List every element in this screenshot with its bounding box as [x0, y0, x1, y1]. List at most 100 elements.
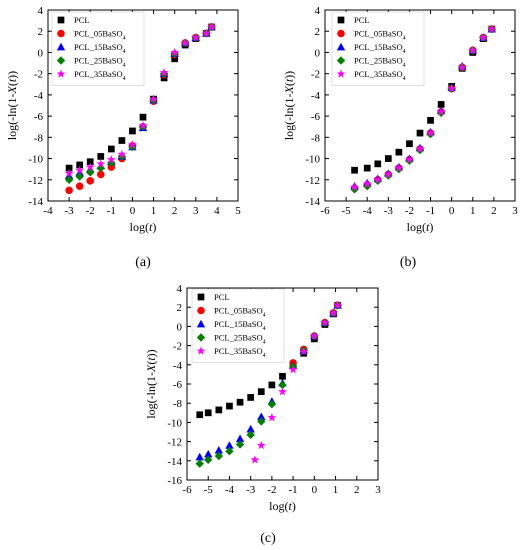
data-point — [267, 412, 277, 422]
data-point — [225, 447, 234, 456]
y-tick-label: -8 — [311, 132, 321, 144]
data-point — [75, 182, 84, 190]
y-tick-label: -10 — [167, 417, 182, 429]
data-point — [85, 162, 95, 171]
data-point — [299, 346, 309, 356]
legend-label: PCL — [354, 15, 370, 25]
data-point — [309, 331, 319, 340]
x-tick-label: -4 — [225, 484, 235, 496]
legend-label: PCL_05BaSO4 — [354, 29, 406, 42]
data-point — [195, 452, 204, 461]
legend-label: PCL — [214, 292, 230, 302]
legend-label: PCL_15BaSO4 — [74, 42, 126, 55]
x-tick-label: -2 — [86, 205, 95, 217]
x-tick-label: 0 — [449, 205, 455, 217]
x-tick-label: 0 — [130, 205, 136, 217]
data-point — [416, 129, 424, 137]
y-tick-label: 2 — [315, 26, 321, 38]
data-point — [329, 308, 338, 317]
data-point — [65, 186, 73, 195]
legend-marker — [197, 293, 205, 301]
legend-marker — [196, 333, 206, 342]
data-point — [235, 434, 245, 443]
y-tick-label: -10 — [305, 154, 320, 166]
legend-label: PCL_35BaSO4 — [214, 346, 266, 359]
x-tick-label: -3 — [384, 205, 394, 217]
legend: PCL PCL_05BaSO4PCL_15BaSO4PCL_25BaSO4PCL_… — [191, 288, 285, 363]
x-tick-label: -3 — [65, 205, 75, 217]
legend-label: PCL_25BaSO4 — [214, 333, 266, 346]
legend-marker — [57, 16, 65, 24]
data-point — [246, 424, 255, 433]
y-tick-label: 0 — [177, 321, 183, 333]
legend: PCL PCL_05BaSO4PCL_15BaSO4PCL_25BaSO4PCL_… — [331, 11, 425, 86]
data-point — [447, 83, 457, 93]
legend-marker — [56, 56, 66, 65]
legend-label: PCL_15BaSO4 — [354, 42, 406, 55]
legend-marker — [197, 306, 205, 315]
data-point — [437, 101, 445, 108]
panel-label: (b) — [400, 255, 417, 270]
data-point — [257, 412, 266, 420]
chart-panel-1: -4 -3 -2 -1 0 1 2 3 4 5-14-12-10-8-6-4-2024log(t)… — [5, 5, 241, 270]
x-tick-label: -2 — [267, 484, 276, 496]
data-point — [204, 409, 212, 417]
legend-marker — [336, 56, 346, 65]
x-tick-label: 0 — [312, 484, 318, 496]
y-tick-label: -6 — [173, 379, 183, 391]
x-tick-label: 3 — [512, 205, 518, 217]
panel-label: (a) — [135, 255, 151, 270]
y-axis-label: log(-ln(1-X(t)) — [144, 349, 158, 418]
y-tick-label: 4 — [177, 283, 183, 295]
data-point — [75, 172, 84, 181]
y-tick-label: -6 — [311, 111, 321, 123]
legend-box — [51, 11, 145, 86]
y-tick-label: -12 — [167, 437, 182, 449]
data-point — [457, 62, 467, 72]
legend-marker — [336, 69, 346, 78]
data-point — [96, 170, 105, 179]
x-tick-label: 2 — [172, 205, 178, 217]
x-tick-label: -1 — [426, 205, 435, 217]
data-point — [214, 451, 224, 461]
data-point — [394, 163, 404, 172]
series-pcl-35baso4 — [350, 24, 497, 191]
data-point — [107, 163, 116, 171]
data-point — [333, 300, 343, 310]
x-tick-label: 1 — [333, 484, 339, 496]
legend-marker — [56, 69, 66, 78]
data-point — [118, 137, 126, 144]
data-point — [247, 394, 255, 401]
x-tick-label: 3 — [375, 484, 381, 496]
x-tick-label: -4 — [43, 205, 53, 217]
data-point — [215, 406, 223, 414]
legend-marker — [196, 346, 206, 355]
data-point — [204, 449, 213, 458]
data-point — [256, 440, 266, 450]
y-axis-label: log(-ln(1-X(t)) — [5, 71, 19, 140]
x-tick-label: 1 — [470, 205, 476, 217]
data-point — [383, 169, 393, 179]
chart-panel-2: -6 -5 -4 -3 -2 -1 0 1 2 3-14-12-10-8-6-4-2024log(… — [282, 5, 518, 270]
data-point — [75, 165, 85, 174]
data-point — [86, 177, 95, 185]
data-point — [278, 387, 287, 396]
legend-marker — [336, 42, 346, 51]
y-tick-label: 0 — [38, 47, 44, 59]
data-point — [159, 67, 169, 77]
data-point — [427, 116, 434, 124]
data-point — [406, 140, 413, 148]
y-tick-label: 0 — [315, 47, 321, 59]
data-point — [180, 38, 190, 47]
legend-label: PCL_05BaSO4 — [74, 29, 126, 42]
data-point — [107, 158, 116, 167]
legend-label: PCL_25BaSO4 — [354, 56, 406, 69]
data-point — [191, 32, 201, 42]
data-point — [436, 107, 446, 116]
legend-box — [191, 288, 285, 363]
data-point — [246, 430, 255, 440]
x-tick-label: 5 — [235, 205, 241, 217]
x-axis-label: log(t) — [407, 220, 434, 234]
data-point — [405, 155, 414, 164]
